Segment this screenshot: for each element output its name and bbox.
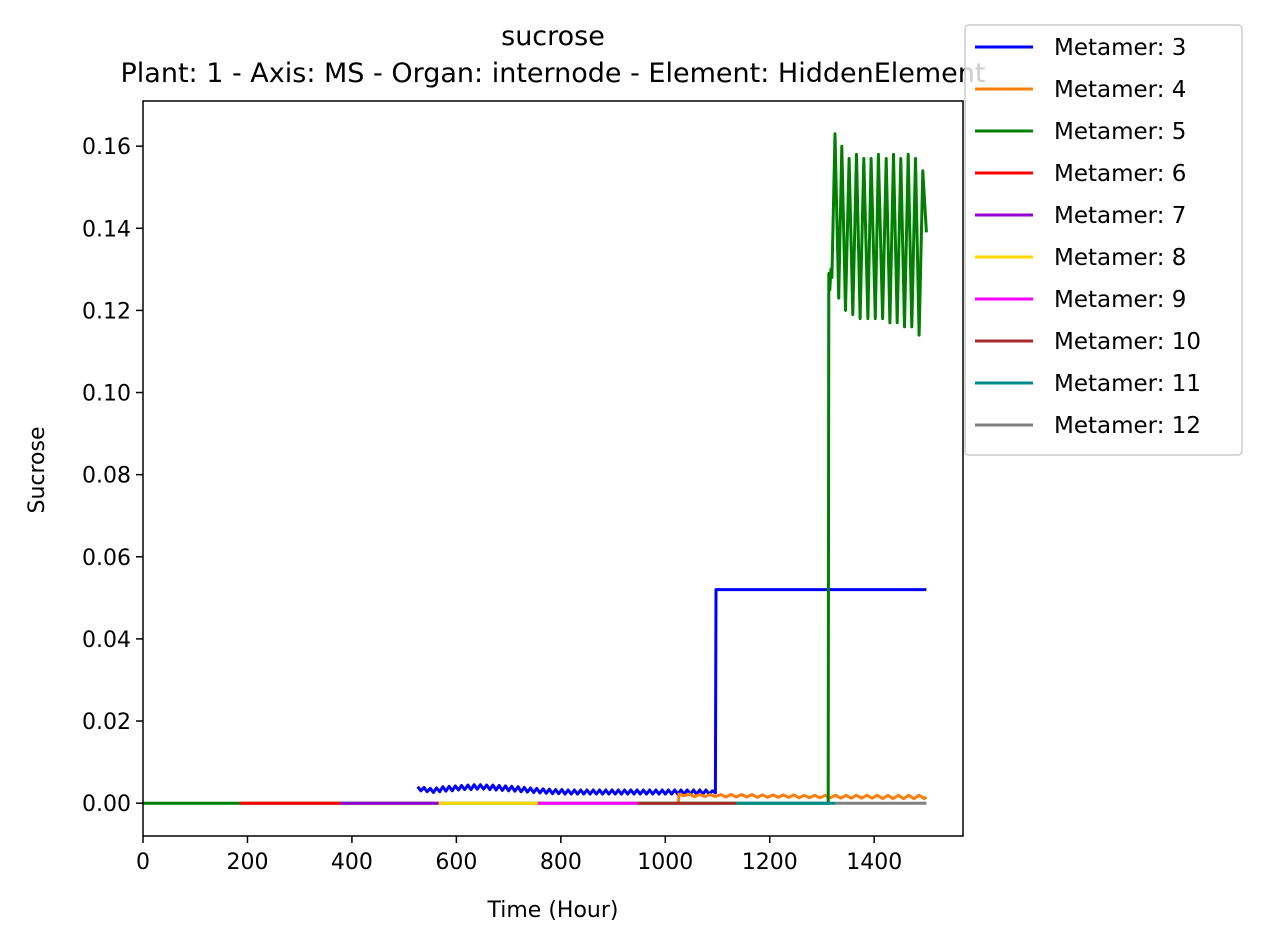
legend-label: Metamer: 10 — [1054, 329, 1201, 355]
x-tick-label: 800 — [540, 850, 582, 875]
legend-box — [964, 24, 1243, 456]
x-tick-label: 0 — [136, 850, 150, 875]
y-tick-label: 0.14 — [82, 217, 131, 242]
legend-label: Metamer: 6 — [1054, 161, 1186, 187]
y-tick-label: 0.06 — [82, 546, 131, 571]
x-tick-label: 1400 — [846, 850, 902, 875]
y-axis-ticks: 0.00 0.02 0.04 0.06 0.08 0.10 0.12 0.14 0.16 — [82, 135, 143, 817]
y-tick-label: 0.08 — [82, 464, 131, 489]
legend-label: Metamer: 5 — [1054, 119, 1186, 145]
legend-label: Metamer: 7 — [1054, 203, 1186, 229]
series-line-metamer-4 — [676, 792, 928, 804]
legend-label: Metamer: 12 — [1054, 413, 1201, 439]
x-tick-label: 200 — [226, 850, 268, 875]
series-line-metamer-5 — [143, 132, 928, 805]
x-tick-label: 1200 — [742, 850, 798, 875]
legend: Metamer: 3 Metamer: 4 Metamer: 5 Metamer: 6… — [964, 24, 1243, 456]
x-tick-label: 600 — [435, 850, 477, 875]
legend-label: Metamer: 4 — [1054, 77, 1186, 103]
series-line-metamer-3 — [416, 588, 927, 796]
x-axis-ticks: 0 200 400 600 800 1000 1200 1400 — [136, 836, 902, 875]
x-tick-label: 400 — [331, 850, 373, 875]
y-tick-label: 0.04 — [82, 628, 131, 653]
y-tick-label: 0.12 — [82, 299, 131, 324]
y-tick-label: 0.00 — [82, 792, 131, 817]
x-tick-label: 1000 — [637, 850, 693, 875]
x-axis-label: Time (Hour) — [487, 898, 619, 923]
legend-label: Metamer: 3 — [1054, 35, 1186, 61]
y-axis-label: Sucrose — [25, 426, 50, 513]
chart-title: sucrose — [501, 21, 605, 52]
plot-lines — [143, 132, 928, 805]
legend-label: Metamer: 9 — [1054, 287, 1186, 313]
legend-label: Metamer: 11 — [1054, 371, 1201, 397]
legend-label: Metamer: 8 — [1054, 245, 1186, 271]
y-tick-label: 0.02 — [82, 710, 131, 735]
plot-frame — [142, 100, 964, 837]
y-tick-label: 0.10 — [82, 382, 131, 407]
chart-subtitle: Plant: 1 - Axis: MS - Organ: internode -… — [121, 58, 986, 89]
y-tick-label: 0.16 — [82, 135, 131, 160]
